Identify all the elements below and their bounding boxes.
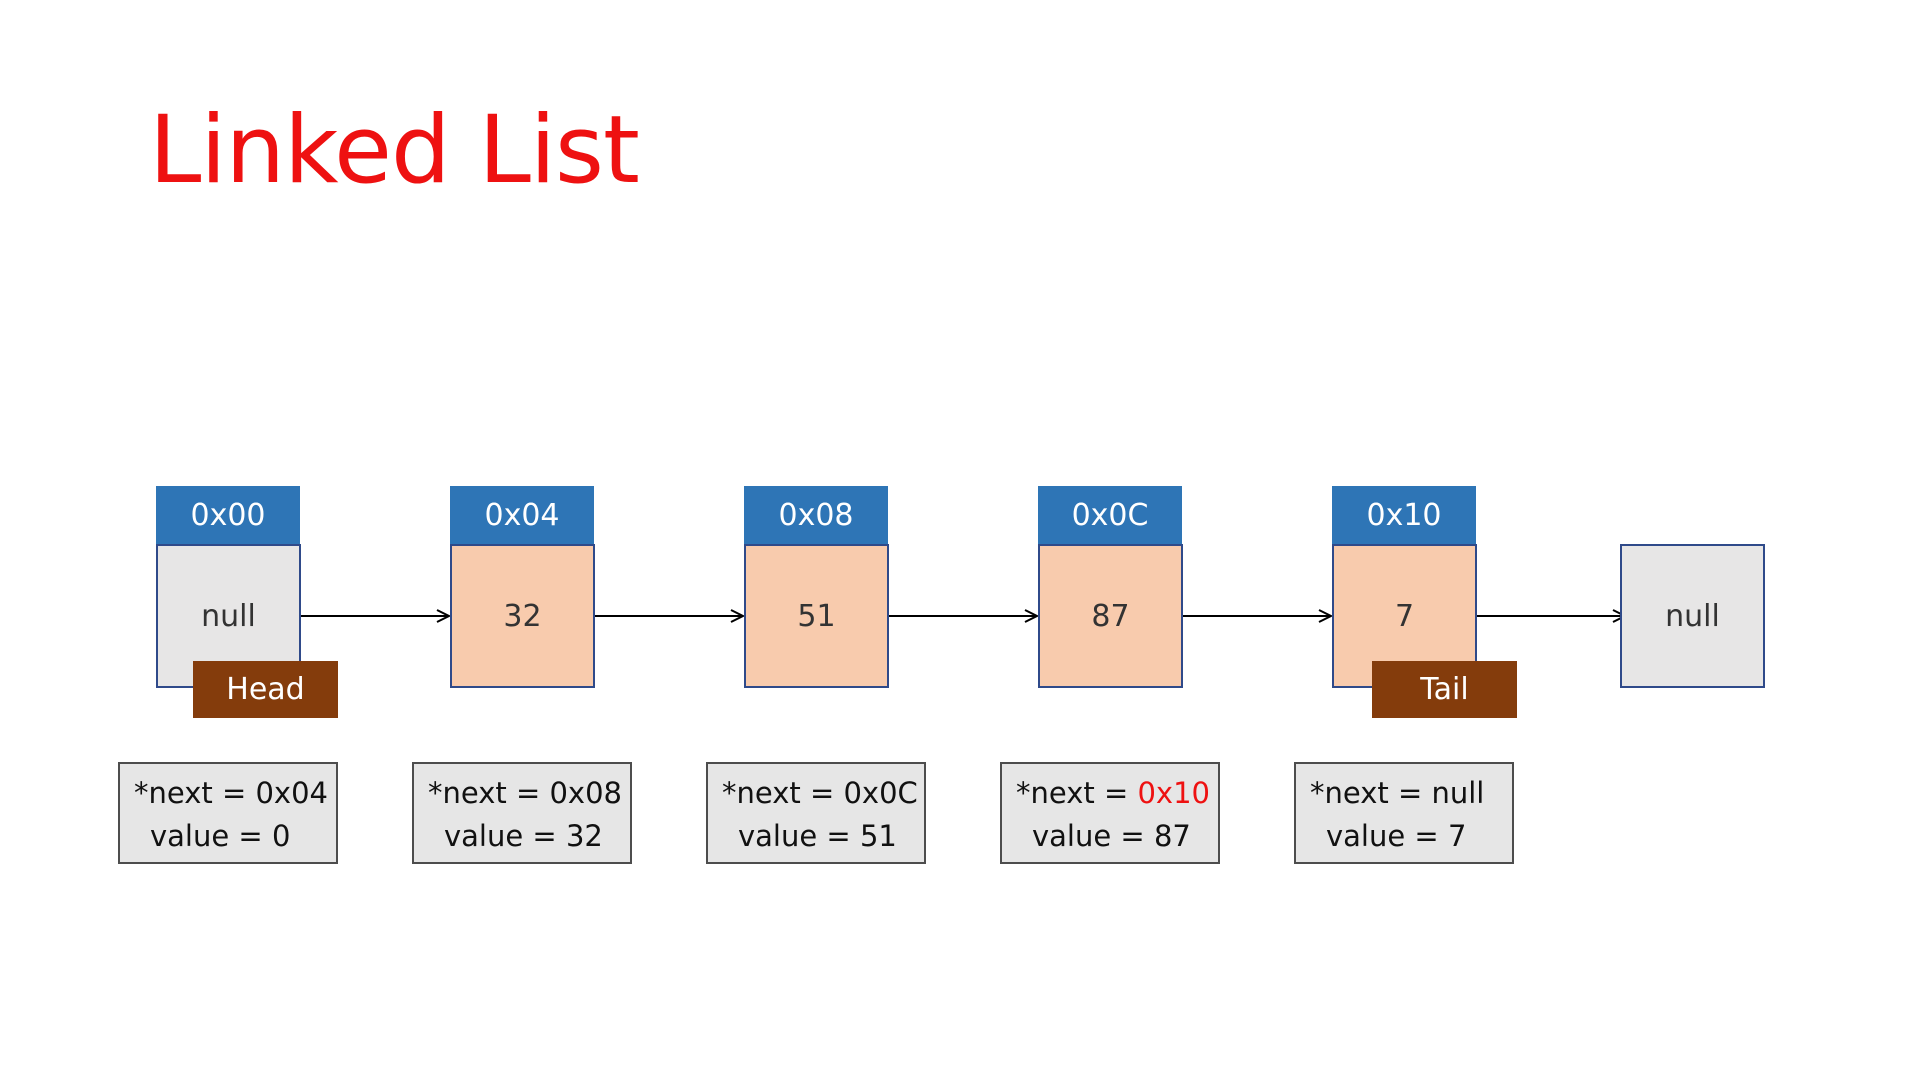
- next-pointer-line: *next = 0x0C: [722, 772, 924, 815]
- node-info-box: *next = null value = 7: [1294, 762, 1514, 864]
- next-label: *next =: [722, 776, 844, 810]
- next-value: null: [1431, 776, 1485, 810]
- value-line: value = 7: [1326, 819, 1467, 853]
- next-value: 0x10: [1137, 776, 1210, 810]
- next-label: *next =: [428, 776, 550, 810]
- node-address-header: 0x04: [450, 486, 594, 544]
- head-tag: Head: [193, 661, 338, 718]
- page-title: Linked List: [149, 96, 640, 205]
- next-value: 0x04: [255, 776, 328, 810]
- next-pointer-line: *next = null: [1310, 772, 1512, 815]
- node-info-box: *next = 0x10 value = 87: [1000, 762, 1220, 864]
- next-pointer-line: *next = 0x04: [134, 772, 336, 815]
- value-line: value = 51: [738, 819, 897, 853]
- terminal-null-node: null: [1620, 544, 1765, 688]
- list-node: 87: [1038, 544, 1183, 688]
- node-address-header: 0x0C: [1038, 486, 1182, 544]
- list-node: 51: [744, 544, 889, 688]
- node-address-header: 0x10: [1332, 486, 1476, 544]
- next-label: *next =: [1310, 776, 1432, 810]
- node-address-header: 0x08: [744, 486, 888, 544]
- node-info-box: *next = 0x04 value = 0: [118, 762, 338, 864]
- value-line: value = 0: [150, 819, 291, 853]
- value-line: value = 32: [444, 819, 603, 853]
- next-value: 0x0C: [843, 776, 918, 810]
- next-value: 0x08: [549, 776, 622, 810]
- node-info-box: *next = 0x08 value = 32: [412, 762, 632, 864]
- value-line: value = 87: [1032, 819, 1191, 853]
- next-pointer-line: *next = 0x10: [1016, 772, 1218, 815]
- next-pointer-line: *next = 0x08: [428, 772, 630, 815]
- list-node: 32: [450, 544, 595, 688]
- node-info-box: *next = 0x0C value = 51: [706, 762, 926, 864]
- tail-tag: Tail: [1372, 661, 1517, 718]
- node-address-header: 0x00: [156, 486, 300, 544]
- next-label: *next =: [134, 776, 256, 810]
- next-label: *next =: [1016, 776, 1138, 810]
